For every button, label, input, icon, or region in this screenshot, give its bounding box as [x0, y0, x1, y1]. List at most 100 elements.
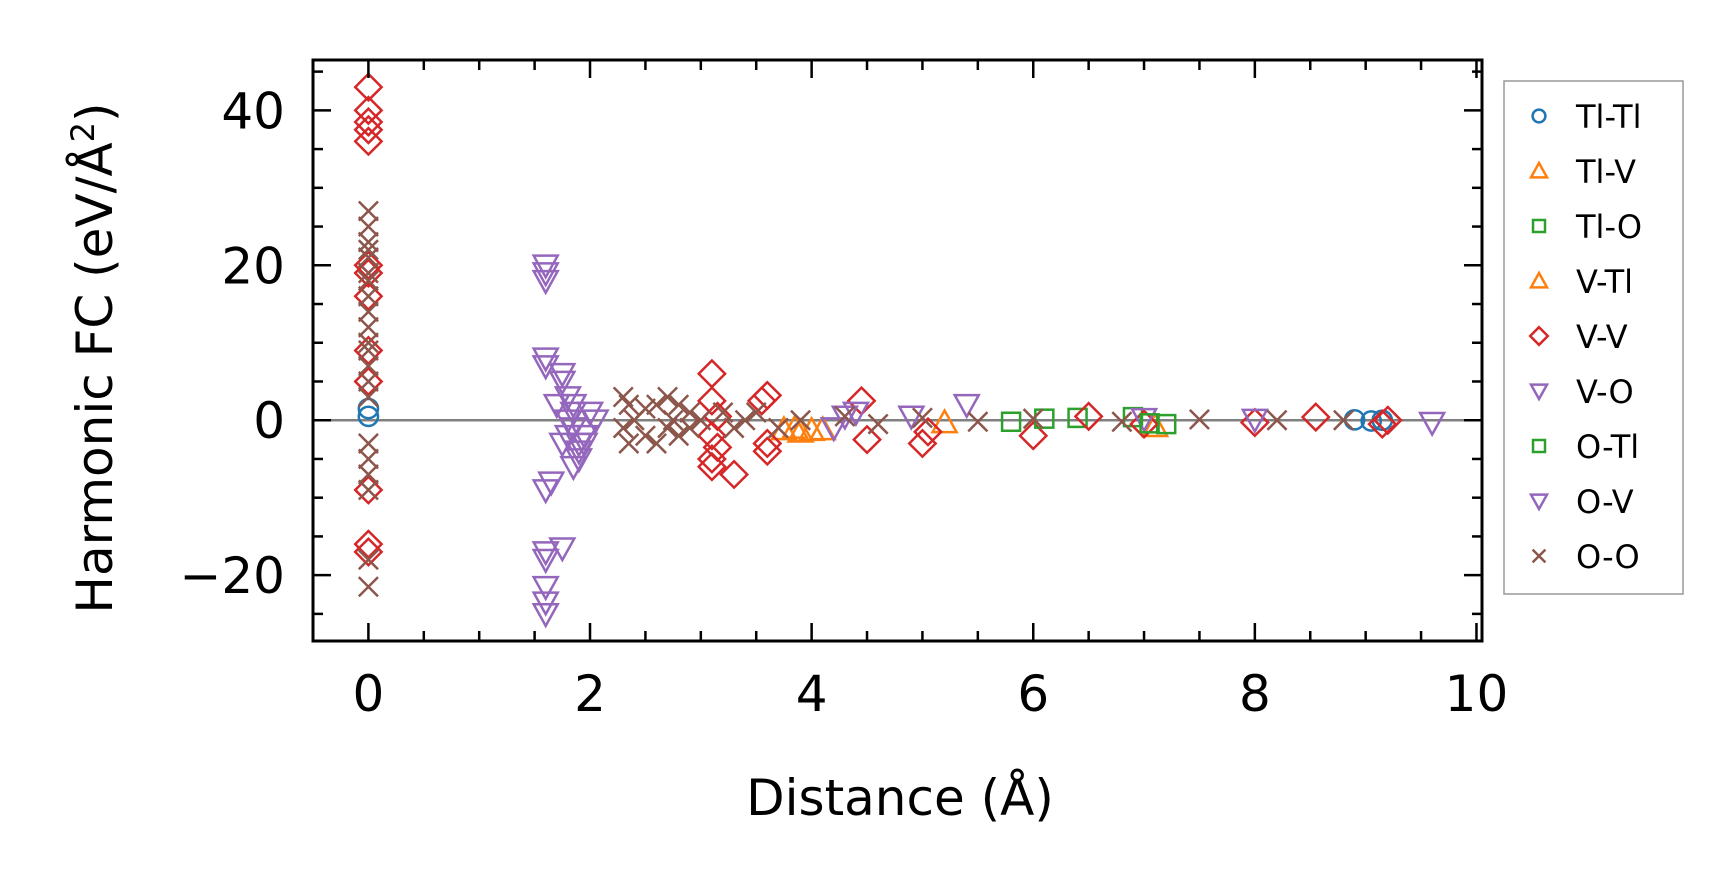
legend-marker [1531, 218, 1547, 234]
series-V-O [531, 254, 1447, 629]
series-O-Tl [1034, 408, 1160, 434]
data-point [357, 397, 380, 420]
data-point [719, 459, 750, 490]
legend-item: Tl-O [1531, 208, 1642, 246]
data-point [1073, 401, 1104, 432]
data-point [357, 216, 379, 238]
legend-label: V-Tl [1576, 263, 1633, 301]
data-point [353, 474, 384, 505]
data-point [734, 409, 756, 431]
x-tick-label: 10 [1445, 665, 1509, 723]
data-point [1139, 413, 1160, 434]
data-point [357, 332, 379, 354]
data-point [353, 366, 384, 397]
data-point [353, 126, 384, 157]
data-point [548, 370, 577, 397]
legend-marker [1531, 438, 1547, 454]
data-point [657, 386, 679, 408]
plot-area [313, 72, 1482, 629]
data-point [357, 247, 379, 269]
data-point [353, 72, 384, 103]
data-point [618, 432, 640, 454]
data-point [357, 405, 380, 428]
legend-marker [1528, 160, 1550, 179]
data-points [353, 72, 1447, 629]
data-point [696, 451, 727, 482]
data-point [531, 262, 560, 288]
legend-label: Tl-V [1575, 153, 1636, 191]
data-point [542, 393, 571, 420]
series-O-O [357, 200, 1354, 598]
legend-label: Tl-Tl [1575, 98, 1641, 136]
data-point [696, 420, 727, 451]
data-point [780, 413, 810, 439]
legend-item: V-Tl [1528, 263, 1633, 301]
series-V-Tl [780, 413, 826, 442]
data-point [357, 231, 379, 253]
legend-box [1503, 80, 1684, 595]
y-axis-label: Harmonic FC (eV/Å2) [64, 102, 124, 613]
data-point [357, 549, 379, 571]
data-point [357, 479, 379, 501]
y-tick-label: 40 [221, 82, 285, 140]
legend-item: O-Tl [1531, 428, 1639, 466]
data-point [679, 417, 701, 439]
data-point [357, 340, 379, 361]
legend-marker [1528, 325, 1550, 347]
data-point [668, 425, 690, 447]
data-point [1188, 408, 1210, 430]
data-point [634, 398, 656, 420]
data-point [797, 415, 826, 442]
data-point [353, 281, 384, 312]
legend-label: V-V [1576, 318, 1628, 356]
data-point [1418, 411, 1447, 438]
x-tick-label: 2 [574, 665, 606, 723]
x-axis-label: Distance (Å) [746, 769, 1054, 827]
legend-marker [1531, 548, 1547, 564]
data-point [357, 262, 379, 284]
legend-marker [1528, 270, 1550, 289]
x-tick-label: 4 [796, 665, 828, 723]
data-point [841, 401, 871, 428]
data-point [913, 416, 943, 447]
y-axis-label-close: ) [66, 102, 124, 122]
legend-item: Tl-V [1528, 153, 1636, 191]
data-point [646, 432, 667, 454]
data-point [353, 258, 384, 289]
data-point [531, 254, 560, 280]
data-point [357, 448, 379, 470]
data-point [696, 385, 727, 416]
legend-label: V-O [1576, 373, 1634, 411]
x-tick-label: 0 [352, 665, 384, 723]
data-point [1022, 408, 1044, 430]
y-tick-label: −20 [179, 547, 285, 605]
data-point [907, 428, 938, 459]
y-axis-label-main: Harmonic FC (eV/Å [66, 142, 124, 613]
legend-item: V-V [1528, 318, 1628, 356]
legend-item: Tl-Tl [1531, 98, 1641, 136]
legend-label: O-Tl [1576, 428, 1639, 466]
data-point [786, 417, 815, 443]
data-point [1018, 420, 1049, 451]
data-point [1240, 408, 1269, 435]
data-point [745, 401, 767, 423]
data-point [581, 409, 610, 435]
data-point [1360, 410, 1383, 432]
data-point [662, 409, 684, 431]
data-point [353, 536, 384, 567]
series-V-V [353, 72, 1403, 567]
data-point [353, 114, 384, 145]
legend: Tl-Tl Tl-V Tl-O V-Tl V-V V-O O-Tl O-V O-O [1503, 80, 1684, 595]
data-point [564, 432, 594, 459]
plot-frame [311, 58, 1484, 643]
data-point [830, 405, 859, 431]
data-point [752, 428, 783, 459]
data-point [357, 432, 379, 454]
legend-label: O-V [1576, 483, 1634, 521]
data-point [1300, 402, 1331, 433]
data-point [531, 355, 560, 381]
data-point [696, 358, 727, 389]
data-point [668, 394, 690, 416]
data-point [1129, 409, 1160, 440]
data-point [548, 362, 577, 389]
